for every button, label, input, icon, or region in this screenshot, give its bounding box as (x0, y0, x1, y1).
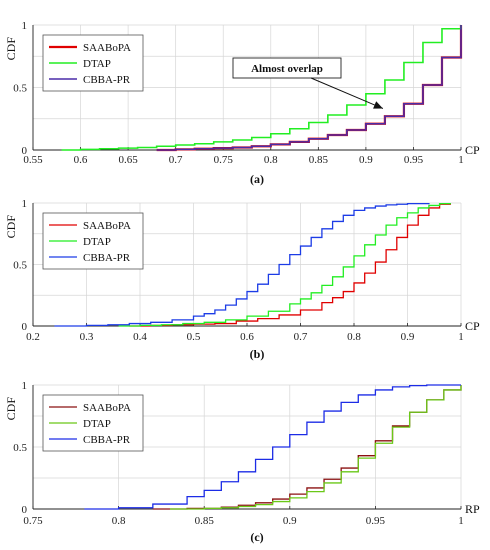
y-tick-label: 1 (22, 380, 28, 392)
x-tick-label: 0.95 (366, 515, 386, 527)
x-tick-label: 0.8 (112, 515, 126, 527)
x-tick-label: 1 (458, 515, 464, 527)
y-tick-label: 0 (22, 321, 28, 333)
x-tick-label: 0.7 (169, 154, 183, 166)
series-line-cbba-pr (84, 384, 461, 510)
series-line-dtap (169, 385, 462, 510)
x-tick-label: 0.9 (401, 331, 415, 343)
series-group (61, 25, 463, 152)
y-tick-label: 1 (22, 198, 28, 210)
x-tick-label: 0.3 (80, 331, 94, 343)
legend: SAABoPA DTAP CBBA-PR (42, 394, 144, 452)
legend-label: DTAP (83, 58, 111, 70)
x-tick-label: 0.75 (23, 515, 43, 527)
series-group (84, 384, 462, 510)
x-tick-label: 0.4 (133, 331, 147, 343)
series-group (54, 202, 451, 327)
annotation-box (232, 57, 342, 79)
y-tick-label: 0.5 (13, 260, 27, 272)
x-tick-label: 0.55 (23, 154, 43, 166)
legend-label: CBBA-PR (83, 74, 131, 86)
legend-label: DTAP (83, 418, 111, 430)
series-line-dtap (61, 25, 462, 151)
x-tick-label: 0.85 (309, 154, 329, 166)
panel-caption: (c) (250, 530, 263, 544)
annotation-arrow-head (373, 101, 383, 109)
x-tick-label: 0.8 (264, 154, 278, 166)
annotation: Almost overlap (232, 57, 384, 109)
y-tick-label: 0.5 (13, 442, 27, 454)
series-line-dtap (118, 202, 451, 327)
legend-label: SAABoPA (83, 220, 131, 232)
x-tick-label: 0.7 (294, 331, 308, 343)
y-tick-label: 0 (22, 145, 28, 157)
y-tick-label: 0 (22, 504, 28, 516)
x-tick-label: 0.75 (214, 154, 234, 166)
panel-3: 0.75 0.8 0.85 0.9 0.95 1 0 0.5 1 CDF RP SAABoPA DTAP… (4, 380, 480, 544)
legend-label: SAABoPA (83, 402, 131, 414)
legend-label: SAABoPA (83, 42, 131, 54)
x-tick-label: 0.9 (283, 515, 297, 527)
panel-1: 0.55 0.6 0.65 0.7 0.75 0.8 0.85 0.9 0.95 1 0 0.5 1 CD… (4, 20, 480, 186)
x-tick-label: 0.6 (74, 154, 88, 166)
x-axis-label: CP (465, 143, 480, 157)
x-tick-label: 0.65 (118, 154, 138, 166)
x-tick-label: 0.6 (240, 331, 254, 343)
x-tick-label: 0.85 (195, 515, 215, 527)
legend-label: CBBA-PR (83, 252, 131, 264)
series-line-cbba-pr (156, 25, 462, 151)
annotation-text: Almost overlap (251, 63, 323, 75)
series-line-saabopa (129, 203, 451, 327)
x-tick-label: 0.2 (26, 331, 40, 343)
y-axis-label: CDF (4, 215, 18, 239)
legend-label: CBBA-PR (83, 434, 131, 446)
legend: SAABoPA DTAP CBBA-PR (42, 212, 144, 270)
x-tick-label: 0.95 (404, 154, 424, 166)
panel-2: 0.2 0.3 0.4 0.5 0.6 0.7 0.8 0.9 1 0 0.5 1 CDF CP SAABo… (4, 198, 480, 361)
x-tick-label: 0.9 (359, 154, 373, 166)
y-tick-label: 1 (22, 20, 28, 32)
x-tick-label: 1 (458, 154, 464, 166)
y-axis-label: CDF (4, 37, 18, 61)
panel-caption: (b) (250, 347, 265, 361)
x-tick-label: 0.8 (347, 331, 361, 343)
series-line-cbba-pr (54, 202, 430, 327)
legend-label: DTAP (83, 236, 111, 248)
y-axis-label: CDF (4, 397, 18, 421)
panel-caption: (a) (250, 172, 264, 186)
x-axis-label: CP (465, 319, 480, 333)
x-axis-label: RP (465, 502, 480, 516)
annotation-arrow-line (310, 77, 384, 109)
x-tick-label: 1 (458, 331, 464, 343)
y-tick-label: 0.5 (13, 83, 27, 95)
legend: SAABoPA DTAP CBBA-PR (42, 34, 144, 92)
x-tick-label: 0.5 (187, 331, 201, 343)
